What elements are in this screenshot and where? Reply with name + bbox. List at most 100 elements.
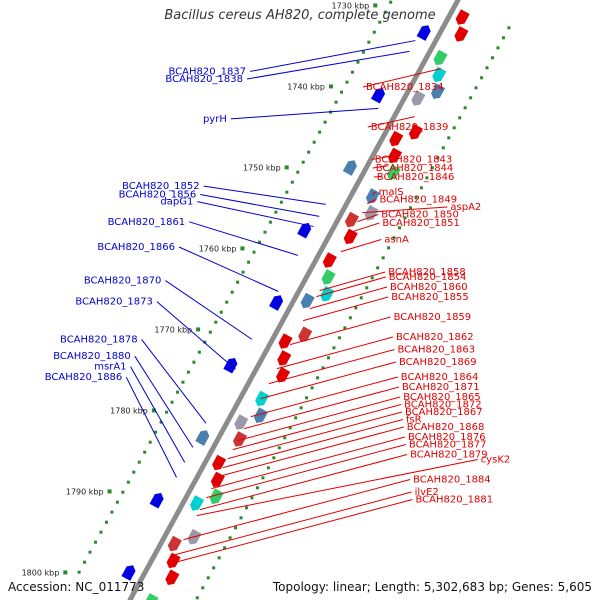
gene-label-right: BCAH820_1877 (409, 440, 487, 451)
forward-gene (255, 390, 270, 407)
forward-gene (277, 350, 292, 366)
right-label-leader (244, 386, 400, 430)
left-label-leader (156, 301, 236, 370)
gene-label-right: cysK2 (481, 455, 511, 466)
forward-gene-arrow (365, 188, 380, 204)
tick-dot (274, 210, 278, 214)
kbp-scale-label: 1760 kbp (199, 244, 237, 253)
right-label-leader (309, 286, 388, 310)
right-label-leader (206, 444, 407, 499)
gene-label-right: BCAH820_1868 (407, 422, 485, 433)
tick-dot (452, 126, 456, 130)
tick-dot (228, 536, 232, 540)
gene-label-right: BCAH820_1855 (391, 292, 469, 303)
gene-label-right: BCAH820_1862 (396, 332, 474, 343)
tick-dot (285, 190, 289, 194)
gene-label-left: BCAH820_1870 (84, 276, 162, 287)
tick-dot (359, 296, 363, 300)
forward-gene-arrow (455, 9, 470, 25)
gene-label-right: BCAH820_1844 (376, 163, 454, 174)
tick-dot (326, 356, 330, 360)
gene-label-right: BCAH820_1871 (402, 382, 480, 393)
forward-gene (431, 83, 446, 99)
right-label-leader (362, 206, 448, 214)
gene-label-right: BCAH820_1854 (389, 272, 467, 283)
tick-dot (318, 130, 322, 134)
tick-dot (201, 586, 205, 590)
tick-dot (340, 90, 344, 94)
tick-dot (365, 286, 369, 290)
left-label-leader (125, 376, 177, 478)
tick-dot (214, 320, 218, 324)
forward-gene (343, 228, 358, 245)
tick-dot (176, 390, 180, 394)
reverse-gene-arrow (370, 87, 386, 104)
kbp-scale-label: 1780 kbp (110, 406, 148, 415)
gene-label-left: BCAH820_1856 (119, 190, 197, 201)
left-label-leader (203, 185, 326, 205)
gene-label-right: BCAH820_1860 (390, 282, 468, 293)
tick-dot (234, 526, 238, 530)
right-label-leader (371, 191, 376, 196)
tick-dot (148, 440, 152, 444)
left-label-leader (249, 40, 416, 72)
gene-label-right: malS (379, 187, 404, 198)
right-label-leader (366, 199, 377, 205)
right-label-leader (227, 411, 403, 460)
forward-gene (433, 49, 448, 66)
left-label-leader (134, 355, 194, 448)
genome-title: Bacillus cereus AH820, complete genome (164, 8, 436, 23)
tick-dot (301, 160, 305, 164)
tick-dot (277, 446, 281, 450)
forward-gene (187, 528, 202, 545)
tick-dot (104, 520, 108, 524)
tick-dot (332, 346, 336, 350)
reverse-gene-arrow (149, 492, 164, 509)
kbp-tick (284, 165, 289, 170)
right-label-leader (268, 349, 395, 385)
forward-gene-arrow (300, 292, 315, 309)
forward-gene (411, 90, 426, 106)
right-label-leader (170, 499, 413, 565)
tick-dot (350, 70, 354, 74)
forward-gene (189, 495, 205, 511)
right-label-leader (319, 271, 386, 292)
gene-label-right: BCAH820_1867 (405, 407, 483, 418)
gene-label-right: BCAH820_1858 (388, 267, 466, 278)
tick-dot (170, 400, 174, 404)
right-label-leader (276, 336, 394, 370)
gene-label-left: BCAH820_1837 (168, 66, 246, 77)
left-label-leader (130, 366, 186, 463)
tick-dot (370, 276, 374, 280)
tick-dot (296, 170, 300, 174)
forward-gene-arrow (189, 495, 205, 511)
forward-gene-arrow (386, 164, 401, 180)
forward-gene (454, 26, 469, 42)
reverse-gene (297, 222, 312, 239)
tick-dot (252, 250, 256, 254)
gene-label-right: BCAH820_1850 (381, 210, 459, 221)
left-label-leader (200, 194, 320, 217)
tick-dot (250, 496, 254, 500)
gene-label-left: BCAH820_1838 (165, 74, 243, 85)
tick-dot (294, 416, 298, 420)
gene-label-right: BCAH820_1876 (408, 432, 486, 443)
kbp-tick (151, 408, 156, 413)
gene-label-left: BCAH820_1886 (45, 372, 123, 383)
right-label-leader (367, 116, 415, 128)
tick-dot (383, 10, 387, 14)
tick-dot (225, 300, 229, 304)
tick-dot (389, 0, 393, 4)
reverse-gene (195, 430, 210, 446)
tick-dot (137, 460, 141, 464)
reverse-gene-arrow (121, 565, 136, 581)
tick-dot (88, 550, 92, 554)
right-label-leader (183, 479, 411, 541)
forward-gene (321, 269, 336, 285)
forward-gene (322, 252, 337, 268)
tick-dot (288, 426, 292, 430)
forward-gene (167, 535, 182, 552)
kbp-scale-label: 1750 kbp (243, 163, 281, 172)
left-label-leader (230, 107, 379, 120)
